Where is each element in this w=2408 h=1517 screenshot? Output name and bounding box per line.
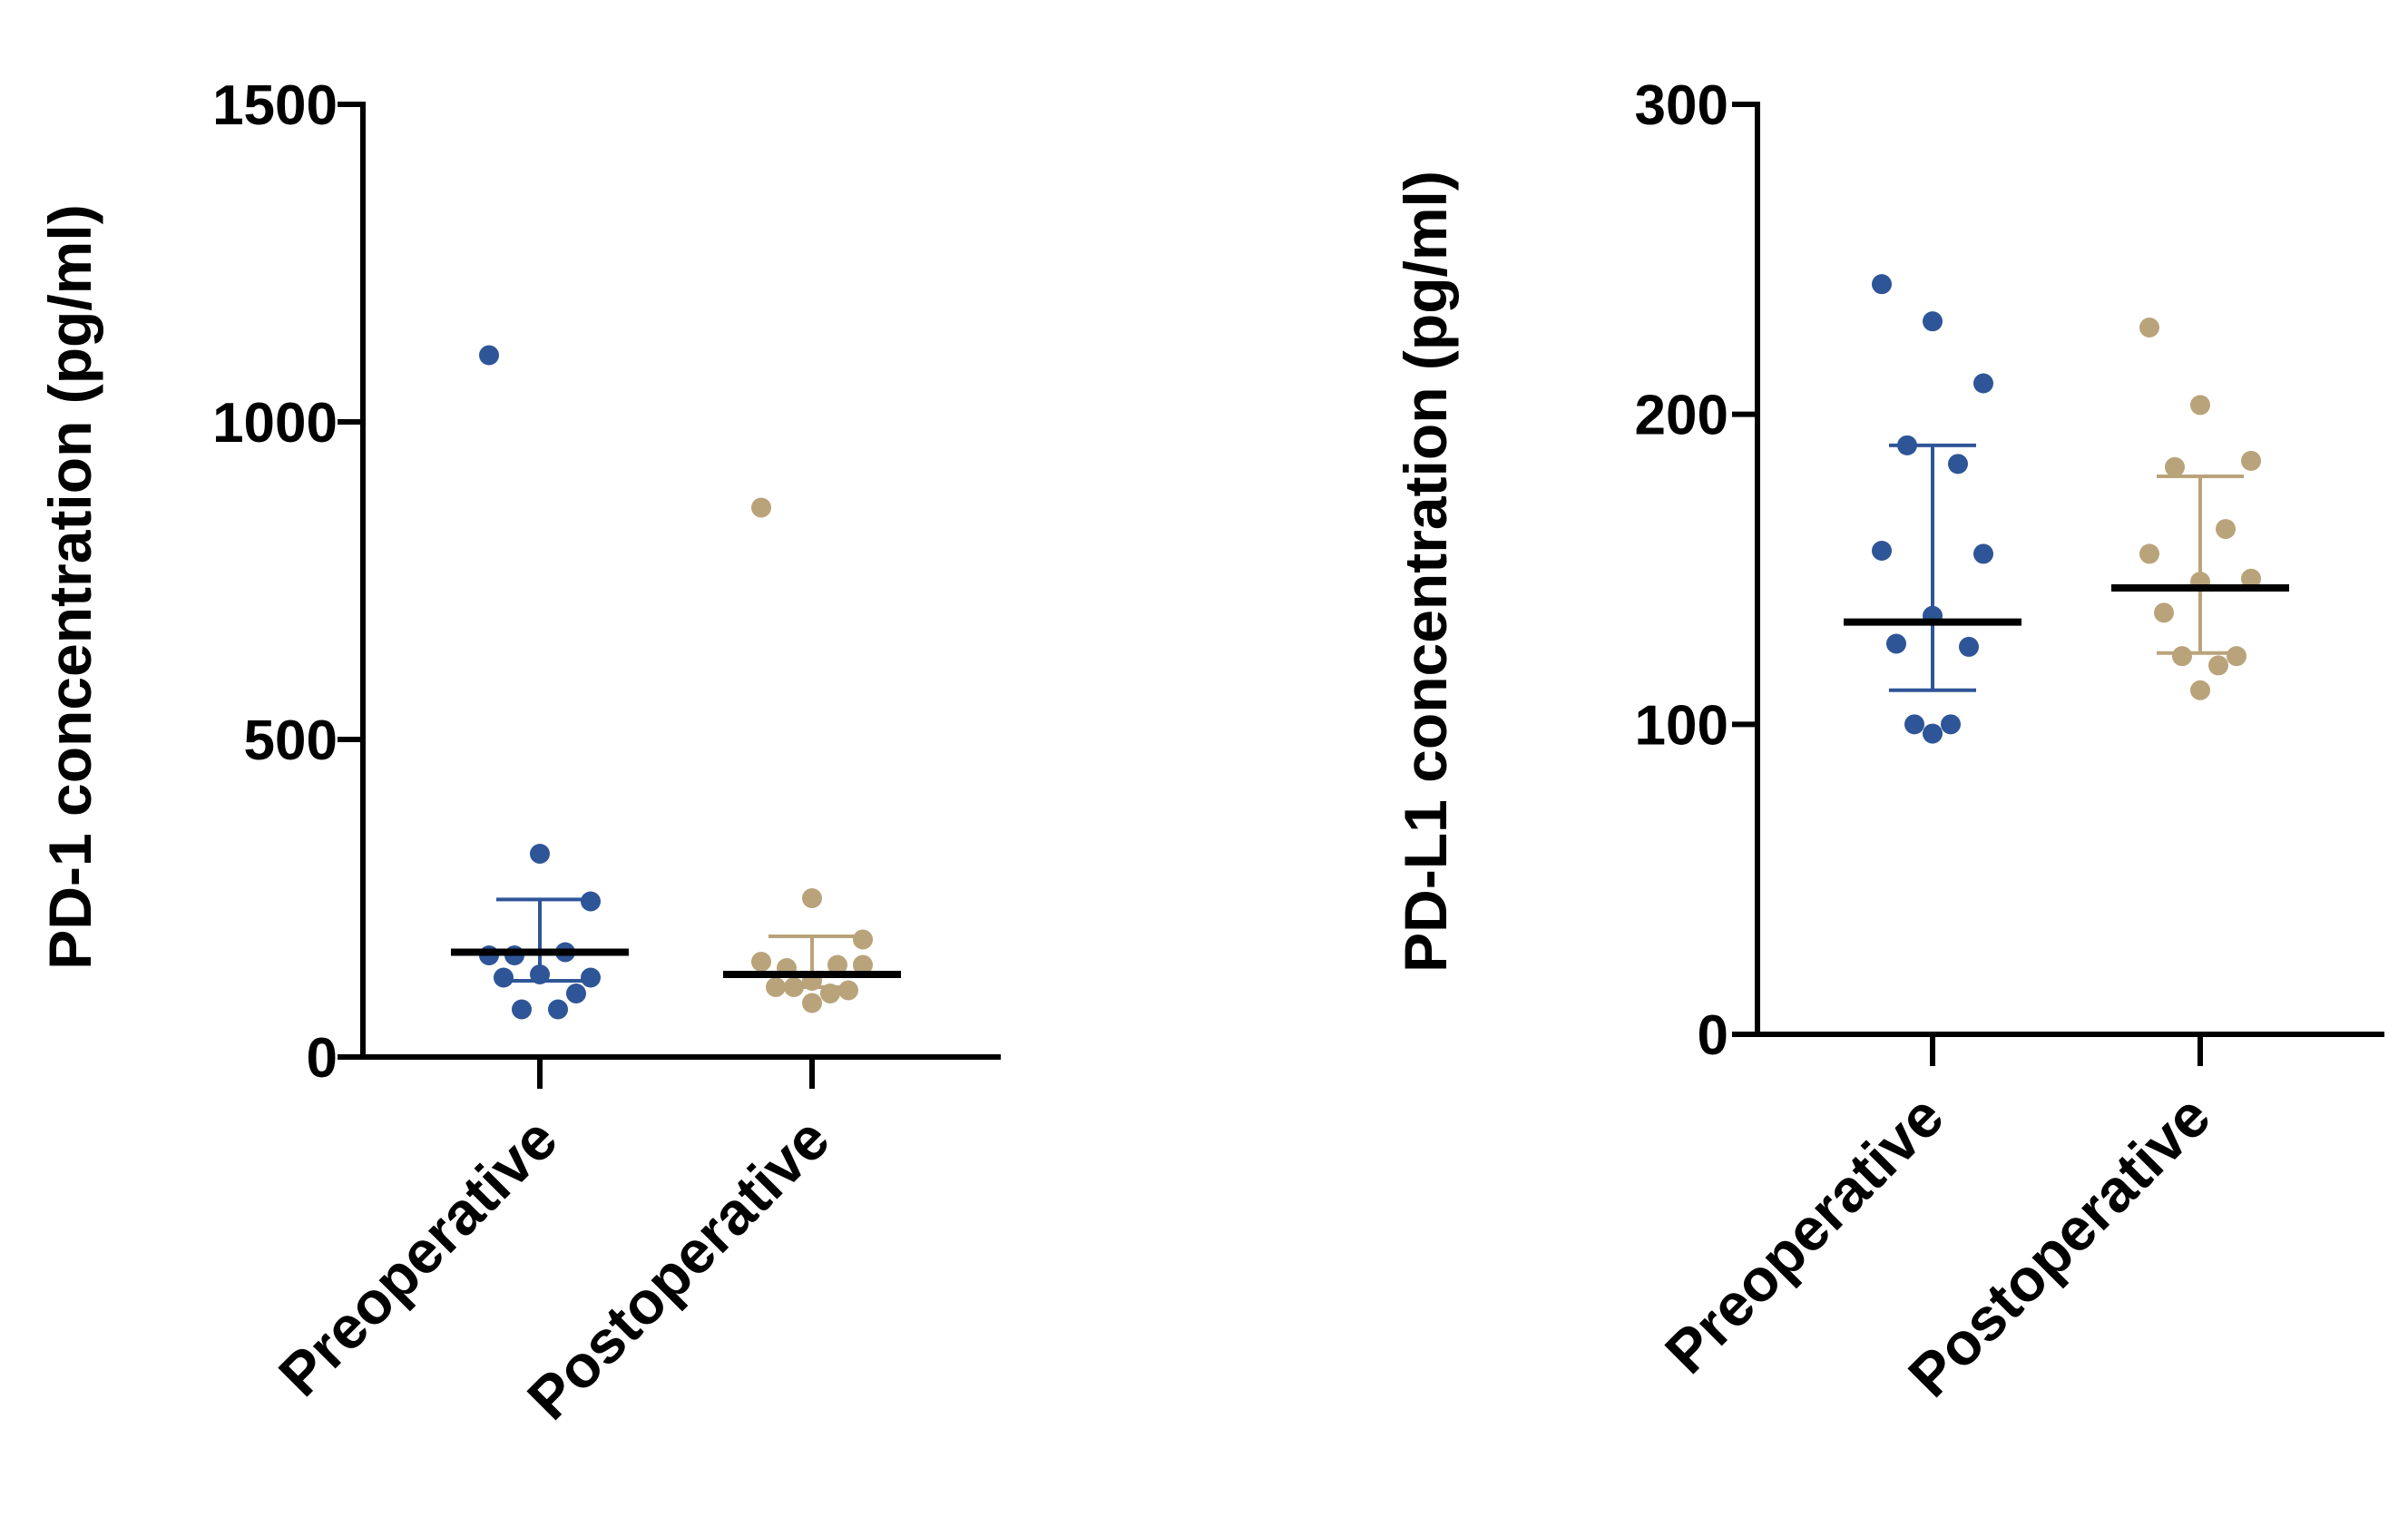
pd1-y-tick-label: 500 bbox=[244, 710, 338, 772]
pd1-postoperative-point bbox=[853, 929, 873, 950]
pdl1-postoperative-point bbox=[2208, 655, 2228, 676]
pd1-postoperative-point bbox=[751, 497, 771, 518]
pdl1-preoperative-point bbox=[1872, 274, 1892, 295]
pdl1-preoperative-point bbox=[1886, 633, 1906, 654]
pd1-postoperative-point bbox=[827, 954, 847, 975]
pdl1-category-label-preoperative: Preoperative bbox=[1652, 1082, 1956, 1386]
pd1-postoperative-point bbox=[802, 993, 822, 1013]
pdl1-postoperative-point bbox=[2172, 646, 2192, 667]
pdl1-preoperative-point bbox=[1941, 714, 1961, 735]
pdl1-postoperative-point bbox=[2190, 395, 2210, 416]
pd1-preoperative-point bbox=[530, 964, 550, 984]
pdl1-preoperative-point bbox=[1904, 714, 1924, 735]
pdl1-preoperative-point bbox=[1923, 723, 1943, 744]
pdl1-y-tick-label: 300 bbox=[1635, 74, 1728, 137]
pdl1-postoperative-point bbox=[2241, 568, 2261, 589]
pdl1-preoperative-point bbox=[1959, 636, 1979, 657]
pdl1-postoperative-point bbox=[2190, 680, 2210, 700]
pd1-y-tick-label: 0 bbox=[307, 1027, 338, 1090]
pd1-preoperative-point bbox=[512, 999, 532, 1020]
pdl1-postoperative-point bbox=[2165, 456, 2185, 477]
pdl1-y-tick-label: 100 bbox=[1635, 694, 1728, 757]
pdl1-preoperative-point bbox=[1923, 311, 1943, 332]
pd1-preoperative-point bbox=[581, 967, 601, 988]
pd1-preoperative-point bbox=[479, 345, 499, 366]
pdl1-chart: PD-L1 concentration (pg/ml) 0 100 200 300 P… bbox=[1392, 74, 2384, 1410]
pdl1-preoperative-point bbox=[1973, 543, 1993, 564]
pd1-y-axis-label: PD-1 concentration (pg/ml) bbox=[36, 204, 103, 969]
pd1-postoperative-point bbox=[751, 952, 771, 972]
pdl1-preoperative-point bbox=[1973, 373, 1993, 394]
pdl1-postoperative-point bbox=[2241, 450, 2261, 471]
pd1-preoperative-point bbox=[494, 967, 514, 988]
pd1-category-label-preoperative: Preoperative bbox=[266, 1105, 570, 1409]
pdl1-postoperative-point bbox=[2139, 318, 2159, 338]
pdl1-postoperative-point bbox=[2139, 543, 2159, 564]
pdl1-y-tick-label: 200 bbox=[1635, 385, 1728, 447]
pdl1-y-tick-label: 0 bbox=[1698, 1004, 1728, 1067]
pdl1-postoperative-point bbox=[2227, 646, 2246, 667]
pdl1-preoperative-point bbox=[1872, 541, 1892, 561]
pd1-postoperative-point bbox=[802, 888, 822, 908]
pdl1-preoperative-point bbox=[1948, 454, 1968, 475]
pd1-postoperative-point bbox=[784, 977, 804, 997]
pdl1-postoperative-point bbox=[2154, 602, 2174, 623]
pd1-preoperative-point bbox=[581, 891, 601, 912]
pdl1-postoperative-point bbox=[2216, 519, 2236, 540]
pd1-y-tick-label: 1000 bbox=[212, 392, 338, 455]
pd1-postoperative-point bbox=[820, 984, 840, 1003]
pd1-postoperative-point bbox=[766, 977, 786, 997]
pd1-y-tick-label: 1500 bbox=[212, 74, 338, 137]
pd1-postoperative-point bbox=[838, 980, 858, 1001]
pd1-preoperative-point bbox=[530, 844, 550, 864]
pd1-preoperative-point bbox=[566, 984, 586, 1003]
pd1-postoperative-point bbox=[853, 954, 873, 975]
pd1-chart: PD-1 concentration (pg/ml) 050010001500 … bbox=[36, 74, 1001, 1433]
pdl1-y-axis-label: PD-L1 concentration (pg/ml) bbox=[1392, 171, 1459, 973]
pd1-preoperative-point bbox=[548, 999, 568, 1020]
pdl1-preoperative-point bbox=[1897, 435, 1917, 455]
